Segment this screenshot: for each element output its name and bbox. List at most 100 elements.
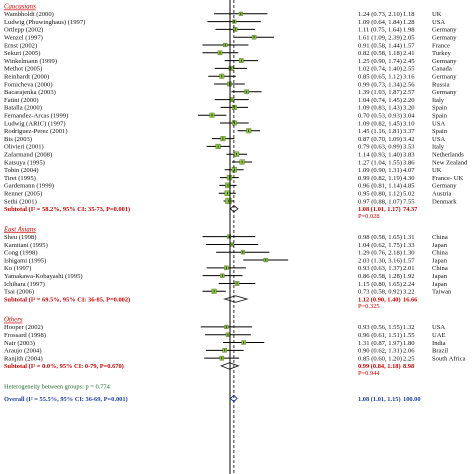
weight-text: 2.24	[403, 281, 415, 288]
country-text: USA	[432, 136, 445, 143]
country-text: Japan	[432, 273, 448, 280]
es-ci-text: 0.91 (0.58, 1.44)	[358, 42, 402, 49]
group-header: Caucasians	[4, 4, 36, 11]
study-label: Sethi (2001)	[4, 198, 37, 205]
weight-text: 1.55	[403, 332, 415, 339]
study-label: Yamakawa-Kobayashi (1995)	[4, 273, 83, 280]
weight-text: 2.45	[403, 58, 415, 65]
weight-text: 3.37	[403, 128, 415, 135]
study-label: Hooper (2002)	[4, 324, 43, 331]
es-ci-text: 0.96 (0.81, 1.14)	[358, 183, 402, 190]
country-text: Brazil	[432, 348, 448, 355]
study-label: Ko (1997)	[4, 265, 31, 272]
country-text: Austria	[432, 191, 451, 198]
weight-text: 1.28	[403, 19, 415, 26]
study-label: Ishigami (1995)	[4, 257, 46, 264]
country-text: South Africa	[432, 355, 466, 362]
study-label: Gardemann (1999)	[4, 183, 54, 190]
es-ci-text: 1.09 (0.64, 1.84)	[358, 19, 402, 26]
weight-text: 1.31	[403, 234, 415, 241]
study-label: Sekuri (2005)	[4, 50, 40, 57]
study-label: Methot (2005)	[4, 66, 42, 73]
country-text: Germany	[432, 183, 457, 190]
subtotal-label: Subtotal (I² = 0.0%, 95% CI: 0-79, P=0.6…	[4, 363, 124, 370]
es-ci-text: 1.11 (0.75, 1.64)	[358, 27, 402, 34]
es-ci-text: 1.29 (0.76, 2.18)	[358, 250, 402, 257]
subtotal-ci: 1.08 (1.01, 1.17)	[358, 206, 401, 213]
weight-text: 1.92	[403, 273, 415, 280]
weight-text: 3.04	[403, 113, 415, 120]
subtotal-diamond	[229, 205, 239, 213]
study-label: Ichihara (1997)	[4, 281, 45, 288]
weight-text: 2.56	[403, 81, 415, 88]
es-ci-text: 0.70 (0.53, 0.93)	[358, 113, 402, 120]
heterogeneity-text: Heterogeneity between groups: p = 0.774	[4, 383, 111, 390]
es-ci-text: 0.97 (0.88, 1.07)	[358, 198, 402, 205]
es-ci-text: 0.79 (0.63, 0.99)	[358, 144, 402, 151]
country-text: France- UK	[432, 175, 464, 182]
country-text: Denmark	[432, 198, 457, 205]
study-label: Katsuya (1995)	[4, 159, 45, 166]
es-ci-text: 1.04 (0.62, 1.75)	[358, 242, 402, 249]
es-ci-text: 0.99 (0.73, 1.34)	[358, 81, 402, 88]
overall-label: Overall (I² = 55.5%, 95% CI: 36-69, P=0.…	[4, 396, 128, 403]
es-ci-text: 0.85 (0.60, 1.20)	[358, 355, 402, 362]
country-text: Spain	[432, 128, 448, 135]
country-text: Japan	[432, 281, 448, 288]
weight-text: 1.33	[403, 242, 415, 249]
weight-text: 3.53	[403, 144, 415, 151]
subtotal-p: P=0.028	[358, 213, 380, 220]
country-text: Italy	[432, 144, 445, 151]
country-text: USA	[432, 324, 445, 331]
country-text: China	[432, 250, 448, 257]
subtotal-weight: 74.37	[403, 206, 418, 213]
country-text: Japan	[432, 242, 448, 249]
subtotal-p: P=0.944	[358, 370, 380, 377]
study-label: Ludwig (ARIC) (1997)	[4, 120, 66, 127]
study-label: Bacarajenka (2003)	[4, 89, 56, 96]
study-label: Tobin (2004)	[4, 167, 39, 174]
study-label: Reinhardt (2000)	[4, 74, 49, 81]
country-text: USA	[432, 120, 445, 127]
es-ci-text: 0.90 (0.62, 1.31)	[358, 348, 402, 355]
weight-text: 1.57	[403, 42, 415, 49]
study-label: Nair (2003)	[4, 340, 35, 347]
weight-text: 1.32	[403, 324, 415, 331]
weight-text: 3.16	[403, 74, 415, 81]
country-text: Germany	[432, 74, 457, 81]
study-label: Rodriguez-Perez (2001)	[4, 128, 68, 135]
overall-diamond	[229, 394, 238, 403]
country-text: France	[432, 42, 450, 49]
subtotal-diamond	[223, 295, 249, 303]
es-ci-text: 2.03 (1.30, 3.16)	[358, 257, 402, 264]
es-ci-text: 0.82 (0.58, 1.18)	[358, 50, 402, 57]
weight-text: 3.86	[403, 159, 415, 166]
country-text: Spain	[432, 113, 448, 120]
es-ci-text: 1.14 (0.93, 1.40)	[358, 152, 402, 159]
es-ci-text: 0.86 (0.58, 1.28)	[358, 273, 402, 280]
weight-text: 4.30	[403, 175, 415, 182]
subtotal-label: Subtotal (I² = 69.5%, 95% CI: 36-85, P=0…	[4, 296, 130, 303]
study-label: Wenzel (1997)	[4, 35, 43, 42]
country-text: New Zealand	[432, 159, 468, 166]
es-ci-text: 0.95 (0.80, 1.12)	[358, 191, 402, 198]
es-ci-text: 1.31 (0.87, 1.97)	[358, 340, 402, 347]
study-label: Ernst (2002)	[4, 42, 37, 49]
study-label: Renner (2005)	[4, 191, 42, 198]
weight-text: 3.42	[403, 136, 415, 143]
es-ci-text: 0.98 (0.58, 1.65)	[358, 234, 402, 241]
es-ci-text: 1.45 (1.16, 1.81)	[358, 128, 402, 135]
es-ci-text: 0.96 (0.61, 1.51)	[358, 332, 402, 339]
country-text: Taiwan	[432, 289, 452, 296]
study-label: Tsai (2006)	[4, 289, 34, 296]
es-ci-text: 1.61 (1.09, 2.39)	[358, 35, 402, 42]
es-ci-text: 1.39 (1.03, 1.87)	[358, 89, 402, 96]
es-ci-text: 1.09 (0.82, 1.45)	[358, 120, 402, 127]
weight-text: 1.80	[403, 340, 415, 347]
study-label: Fomicheva (2000)	[4, 81, 53, 88]
weight-text: 4.85	[403, 183, 415, 190]
study-label: Ludwig (Phuwinghaus) (1997)	[4, 19, 85, 26]
study-label: Ranjith (2004)	[4, 355, 43, 362]
study-label: Batalla (2000)	[4, 105, 42, 112]
es-ci-text: 1.09 (0.83, 1.43)	[358, 105, 402, 112]
